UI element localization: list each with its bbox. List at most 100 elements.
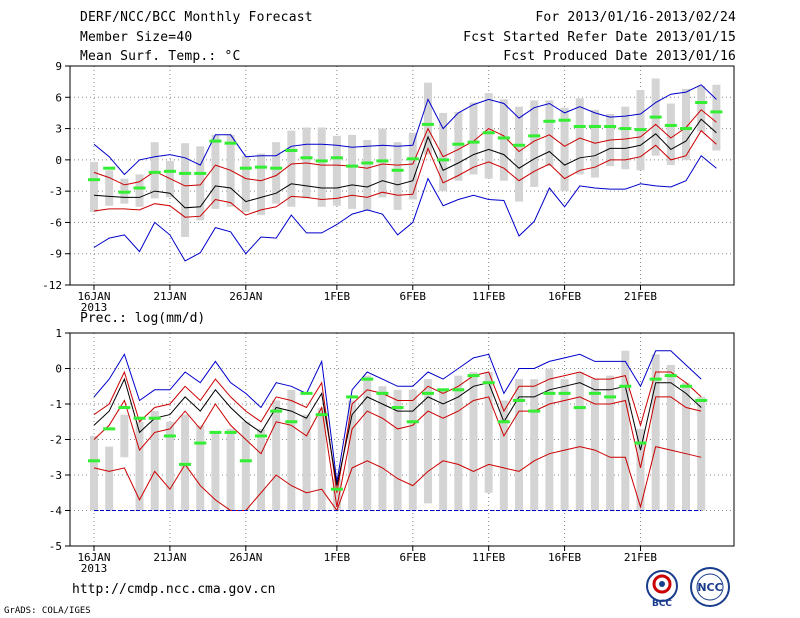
median-marker xyxy=(194,441,207,445)
median-marker xyxy=(664,123,677,127)
median-marker xyxy=(88,459,100,463)
ensemble-box xyxy=(90,161,98,212)
x-tick-label: 11FEB xyxy=(472,551,505,564)
x-tick-label: 1FEB xyxy=(324,290,351,303)
median-marker xyxy=(497,420,510,424)
ensemble-box xyxy=(348,400,357,511)
grads-credit: GrADS: COLA/IGES xyxy=(4,606,91,616)
ensemble-box xyxy=(515,379,524,511)
x-tick-label: 26JAN xyxy=(229,551,262,564)
ensemble-box xyxy=(666,103,675,166)
y-tick-label: 6 xyxy=(55,91,62,104)
median-marker xyxy=(163,169,176,173)
ensemble-box xyxy=(332,135,341,206)
source-url[interactable]: http://cmdp.ncc.cma.gov.cn xyxy=(72,582,276,597)
median-marker xyxy=(285,148,298,152)
x-tick-year: 2013 xyxy=(81,562,108,575)
ensemble-box xyxy=(530,100,539,187)
median-marker xyxy=(497,136,510,140)
ensemble-box xyxy=(272,400,281,511)
median-marker xyxy=(179,171,192,175)
y-tick-label: 0 xyxy=(55,363,62,376)
y-tick-label: -5 xyxy=(49,540,62,553)
produced-date: Fcst Produced Date 2013/01/16 xyxy=(503,49,736,64)
y-tick-label: 1 xyxy=(55,327,62,340)
ensemble-box xyxy=(621,350,630,511)
median-marker xyxy=(695,101,708,104)
ncc-logo-text: NCC xyxy=(697,581,722,594)
series-line-ensemble-mean xyxy=(93,118,717,209)
ensemble-box xyxy=(499,400,508,511)
x-tick-label: 21FEB xyxy=(624,551,657,564)
ensemble-box xyxy=(226,428,235,511)
median-marker xyxy=(558,391,571,395)
ensemble-box xyxy=(423,379,432,504)
median-marker xyxy=(588,391,601,395)
series-line-upper-percentile xyxy=(93,109,717,187)
series-line-upper-percentile xyxy=(93,370,702,493)
ensemble-box xyxy=(484,372,493,493)
ensemble-box xyxy=(363,140,372,211)
ensemble-box xyxy=(408,132,417,200)
median-marker xyxy=(133,416,146,420)
median-marker xyxy=(315,413,328,417)
x-tick-label: 21JAN xyxy=(153,551,186,564)
ensemble-box xyxy=(682,382,691,511)
ensemble-box xyxy=(636,428,645,511)
median-marker xyxy=(239,459,252,463)
median-marker xyxy=(179,462,192,466)
ensemble-box xyxy=(302,414,311,511)
ensemble-box xyxy=(590,379,599,511)
series-line-ensemble-min xyxy=(93,154,717,262)
ensemble-box xyxy=(393,142,402,210)
y-tick-label: 0 xyxy=(55,154,62,167)
median-marker xyxy=(376,391,389,395)
forecast-range: For 2013/01/16-2013/02/24 xyxy=(535,10,736,25)
median-marker xyxy=(391,168,404,172)
series-line-ensemble-max xyxy=(93,350,702,483)
y-tick-label: -2 xyxy=(49,434,62,447)
x-tick-label: 1FEB xyxy=(324,551,351,564)
ensemble-box xyxy=(712,84,721,151)
panel-title: Prec.: log(mm/d) xyxy=(80,311,205,326)
median-marker xyxy=(634,441,647,445)
ensemble-box xyxy=(575,372,584,511)
x-tick-label: 6FEB xyxy=(400,551,427,564)
ensemble-box xyxy=(439,112,448,192)
y-tick-label: -3 xyxy=(49,185,62,198)
median-marker xyxy=(209,430,222,434)
chart-title: DERF/NCC/BCC Monthly Forecast xyxy=(80,10,313,25)
median-marker xyxy=(103,427,116,431)
median-marker xyxy=(452,388,465,392)
median-marker xyxy=(361,377,374,381)
median-marker xyxy=(513,398,526,402)
ensemble-box xyxy=(196,425,205,511)
median-marker xyxy=(528,409,541,413)
x-tick-year: 2013 xyxy=(81,301,108,314)
temperature-label: Mean Surf. Temp.: °C xyxy=(80,49,241,64)
median-marker xyxy=(330,487,343,491)
x-tick-label: 16JAN xyxy=(77,290,110,303)
ensemble-box xyxy=(545,368,554,511)
series-line-lower-percentile xyxy=(93,396,702,507)
median-marker xyxy=(346,395,359,399)
y-tick-label: -4 xyxy=(49,505,63,518)
x-tick-label: 21JAN xyxy=(153,290,186,303)
ensemble-box xyxy=(378,386,387,511)
ensemble-box xyxy=(241,421,250,511)
ensemble-box xyxy=(181,143,190,238)
ensemble-box xyxy=(378,128,387,198)
bcc-logo: BCC xyxy=(646,570,678,608)
ensemble-box xyxy=(697,396,706,511)
median-marker xyxy=(224,141,237,145)
median-marker xyxy=(695,398,708,402)
median-marker xyxy=(330,156,343,160)
ensemble-box xyxy=(90,435,98,511)
y-tick-label: 3 xyxy=(55,123,62,136)
series-line-ensemble-mean xyxy=(93,377,702,486)
median-marker xyxy=(254,165,267,169)
median-marker xyxy=(300,391,313,395)
ensemble-box xyxy=(408,389,417,511)
